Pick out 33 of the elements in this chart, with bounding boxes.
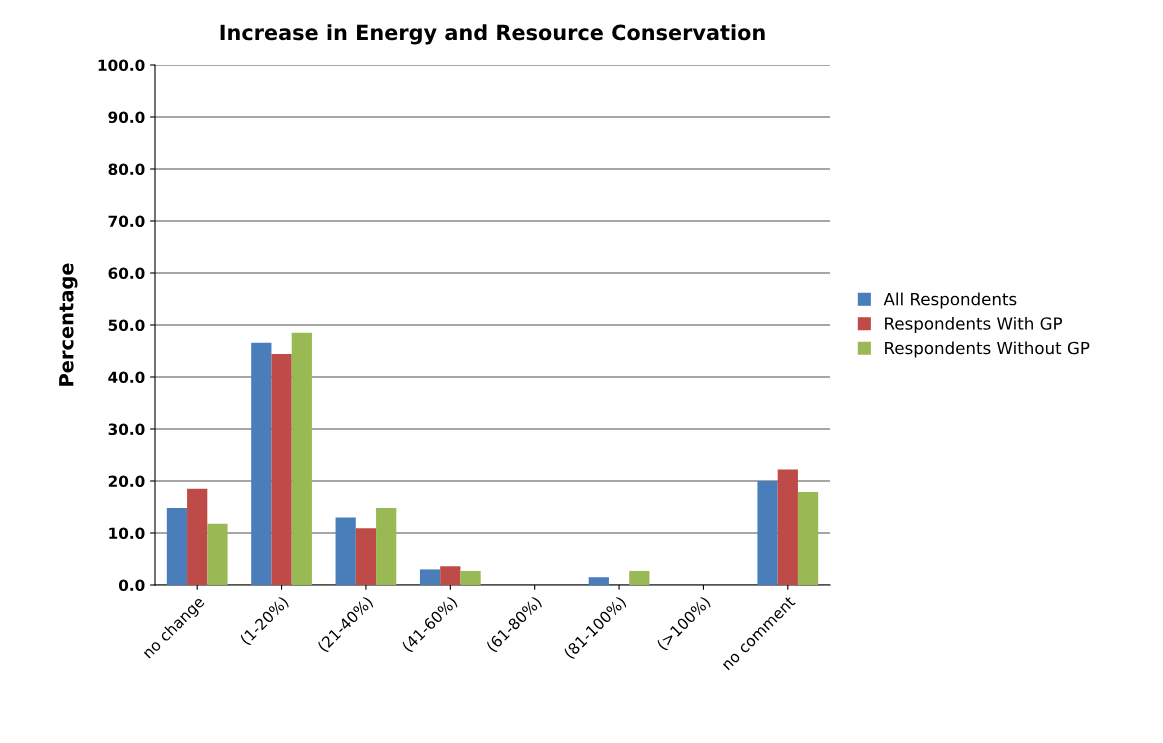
y-axis-title: Percentage — [59, 263, 78, 386]
y-tick-label: 20.0 — [108, 475, 145, 488]
bar — [355, 528, 377, 585]
bar — [207, 523, 228, 585]
bar — [271, 354, 292, 585]
bar — [251, 342, 272, 585]
bar — [376, 508, 397, 585]
y-tick-label: 70.0 — [108, 215, 145, 228]
bar — [588, 577, 609, 585]
legend-label: Respondents With GP — [885, 316, 1063, 334]
legend-label: Respondents Without GP — [885, 341, 1090, 358]
bar — [291, 332, 312, 585]
bar — [419, 569, 441, 585]
y-tick-label: 90.0 — [108, 111, 145, 124]
y-tick-label: 50.0 — [108, 319, 145, 332]
y-tick-label: 10.0 — [109, 527, 145, 540]
bar — [629, 570, 650, 585]
bar — [335, 517, 356, 585]
y-tick-label: 40.0 — [108, 371, 145, 384]
bar — [440, 566, 461, 585]
y-tick-label: 0.0 — [118, 579, 145, 592]
bar — [797, 491, 819, 585]
bar — [187, 488, 208, 585]
y-tick-label: 80.0 — [108, 163, 145, 176]
y-tick-label: 30.0 — [108, 423, 145, 436]
y-tick-label: 60.0 — [108, 267, 145, 280]
bar — [777, 469, 798, 585]
bar — [757, 481, 778, 585]
bar — [460, 570, 481, 585]
y-tick-label: 100.0 — [98, 59, 145, 72]
legend-label: All Respondents — [883, 292, 1017, 309]
bar — [166, 508, 188, 585]
chart-title: Increase in Energy and Resource Conservation — [220, 24, 765, 45]
